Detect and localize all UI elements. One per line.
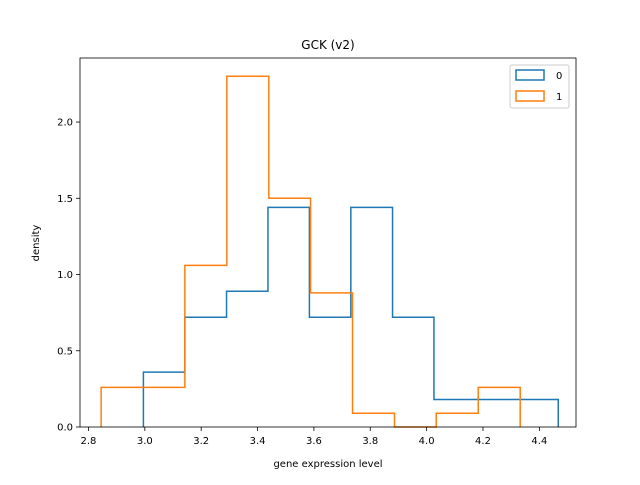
plot-area [100,75,559,428]
legend-swatch-0 [515,69,545,81]
x-tick-label: 2.8 [81,436,97,447]
x-tick-label: 3.4 [250,436,266,447]
chart-title: GCK (v2) [301,38,354,52]
x-tick-label: 4.2 [475,436,491,447]
y-tick-label: 1.0 [57,270,73,281]
x-tick-label: 3.0 [137,436,153,447]
x-tick-label: 4.4 [531,436,547,447]
y-tick-label: 2.0 [57,118,73,129]
legend: 01 [509,64,570,109]
y-tick-label: 1.5 [57,194,73,205]
x-tick-label: 3.2 [193,436,209,447]
legend-label-1: 1 [556,92,562,103]
histogram-series-1 [100,75,521,428]
legend-swatch-1 [515,90,545,102]
x-tick-label: 3.6 [306,436,322,447]
histogram-series-0 [142,206,559,427]
x-axis-ticks: 2.8 3.0 3.2 3.4 3.6 3.8 4.0 4.2 4.4 [81,427,547,447]
x-tick-label: 4.0 [419,436,435,447]
x-axis-label: gene expression level [273,459,382,470]
legend-label-0: 0 [556,71,562,82]
y-axis-ticks: 0.0 0.5 1.0 1.5 2.0 [57,118,80,434]
axes-frame [79,57,577,428]
y-axis-label: density [31,225,42,262]
legend-box [509,64,570,109]
x-tick-label: 3.8 [362,436,378,447]
y-tick-label: 0.0 [57,423,73,434]
y-tick-label: 0.5 [57,346,73,357]
